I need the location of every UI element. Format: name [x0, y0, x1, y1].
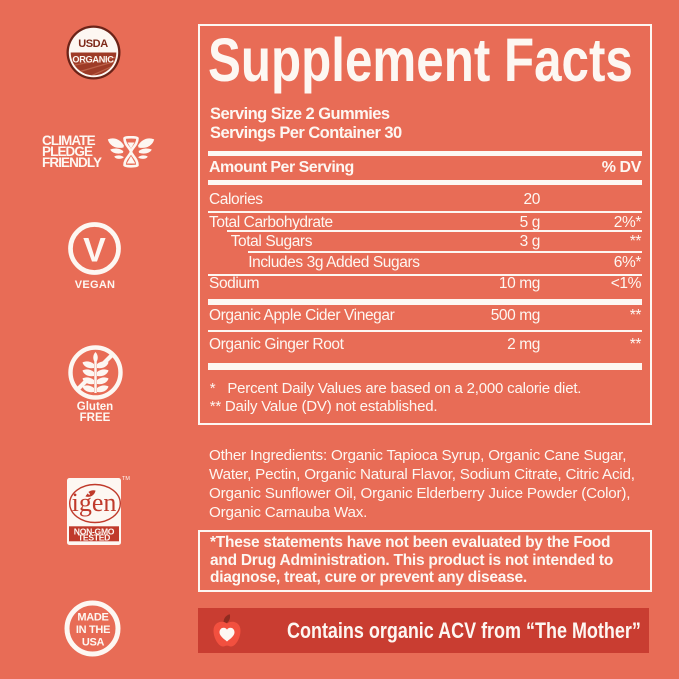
svg-text:NON-GMO: NON-GMO — [74, 526, 115, 536]
svg-text:TESTED: TESTED — [78, 533, 110, 543]
svg-text:TM: TM — [122, 476, 130, 482]
svg-text:ORGANIC: ORGANIC — [72, 54, 114, 64]
svg-text:V: V — [83, 232, 106, 270]
svg-text:MADE: MADE — [77, 612, 108, 624]
svg-text:USA: USA — [82, 636, 105, 648]
svg-text:USDA: USDA — [78, 38, 108, 50]
svg-text:IN THE: IN THE — [76, 624, 110, 636]
